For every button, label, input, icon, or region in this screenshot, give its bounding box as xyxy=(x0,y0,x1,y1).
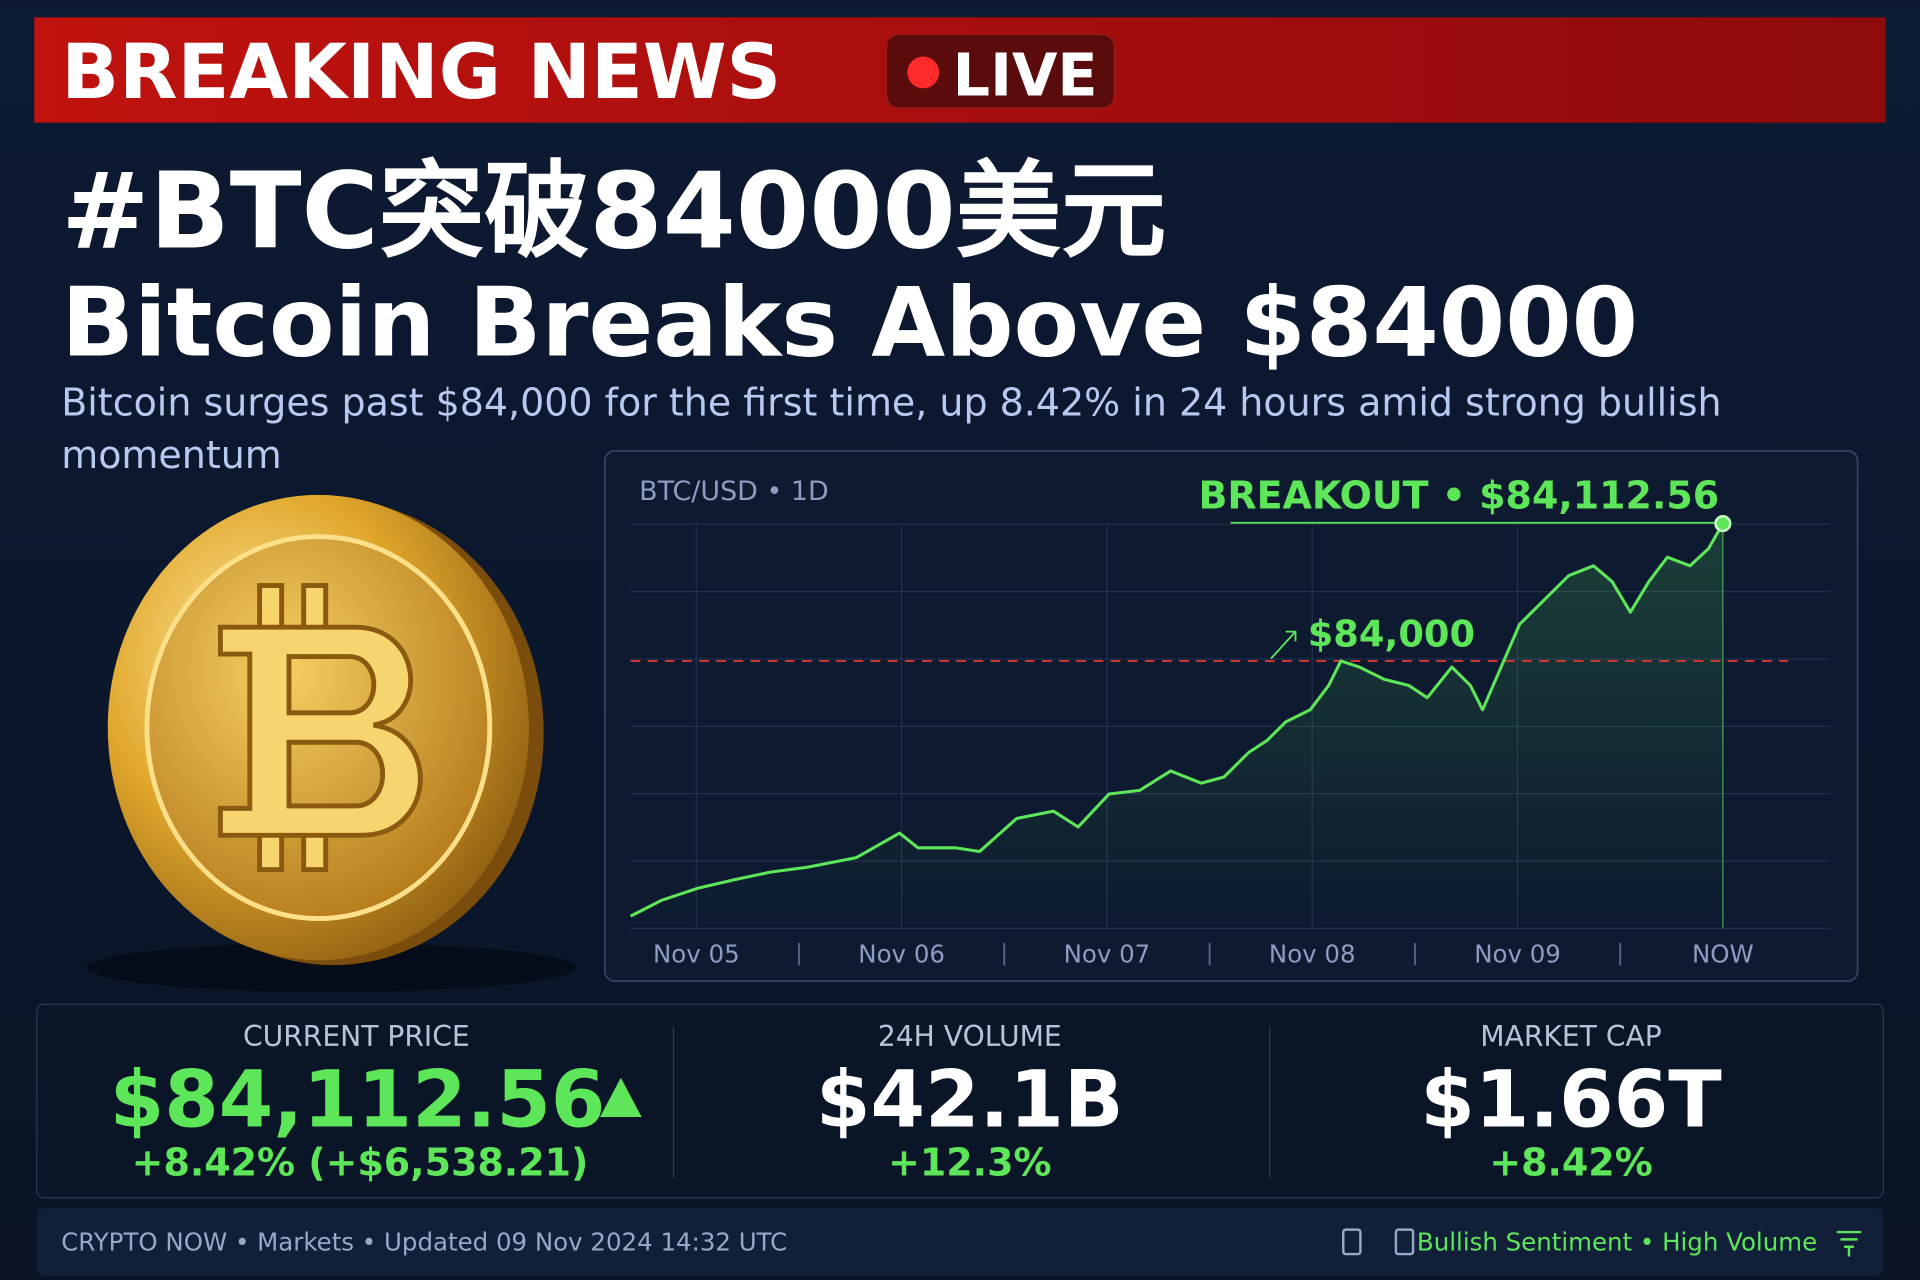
summary: Bitcoin surges past $84,000 for the firs… xyxy=(61,381,1722,478)
summary-box: Bitcoin surges past $84,000 for the firs… xyxy=(61,381,1722,478)
stat-value: $42.1B xyxy=(816,1055,1124,1146)
reference-arrow xyxy=(1270,630,1297,660)
stat-label: MARKET CAP xyxy=(1480,1020,1661,1053)
icon xyxy=(1836,1230,1862,1257)
headline-en: Bitcoin Breaks Above $84000 xyxy=(61,266,1638,378)
footer-tags: Bullish Sentiment • High Volume xyxy=(1417,1227,1817,1256)
x-tick-label: Nov 06 xyxy=(858,940,945,969)
x-tick-label: Nov 08 xyxy=(1269,940,1356,969)
chart-title: BTC/USD • 1D xyxy=(639,476,829,507)
footer-source: CRYPTO NOW • Markets • Updated 09 Nov 20… xyxy=(61,1227,787,1256)
area-fill xyxy=(630,523,1723,929)
stats-panel xyxy=(36,1003,1884,1199)
banner-text: BREAKING NEWS xyxy=(61,28,781,116)
stat-value: $84,112.56 xyxy=(110,1055,606,1146)
stat-label: 24H VOLUME xyxy=(878,1020,1062,1053)
live-text: LIVE xyxy=(953,41,1098,110)
stat-label: CURRENT PRICE xyxy=(243,1020,470,1053)
icon xyxy=(1342,1228,1362,1256)
breakout-label: BREAKOUT • $84,112.56 xyxy=(1198,473,1719,517)
plot: $84,000 xyxy=(629,515,1788,929)
price-line xyxy=(629,522,1725,918)
coin xyxy=(85,494,576,993)
x-tick-label: Nov 09 xyxy=(1474,940,1561,969)
breakout-point xyxy=(1714,515,1732,533)
x-tick-label: Nov 05 xyxy=(653,940,740,969)
up-arrow xyxy=(600,1077,642,1117)
stat-change: +12.3% xyxy=(888,1141,1051,1185)
stat-change: +8.42% (+$6,538.21) xyxy=(132,1141,589,1185)
headline-zh: #BTC突破84000美元 xyxy=(61,150,1166,273)
x-tick-label: NOW xyxy=(1692,940,1754,969)
live-badge xyxy=(885,33,1115,109)
stat-value: $1.66T xyxy=(1420,1055,1722,1146)
live-dot xyxy=(907,56,940,89)
icon xyxy=(1394,1228,1415,1256)
stat-change: +8.42% xyxy=(1489,1141,1652,1185)
footer-bar xyxy=(36,1207,1884,1277)
reference-label: $84,000 xyxy=(1308,612,1475,655)
x-tick-label: Nov 07 xyxy=(1064,940,1151,969)
